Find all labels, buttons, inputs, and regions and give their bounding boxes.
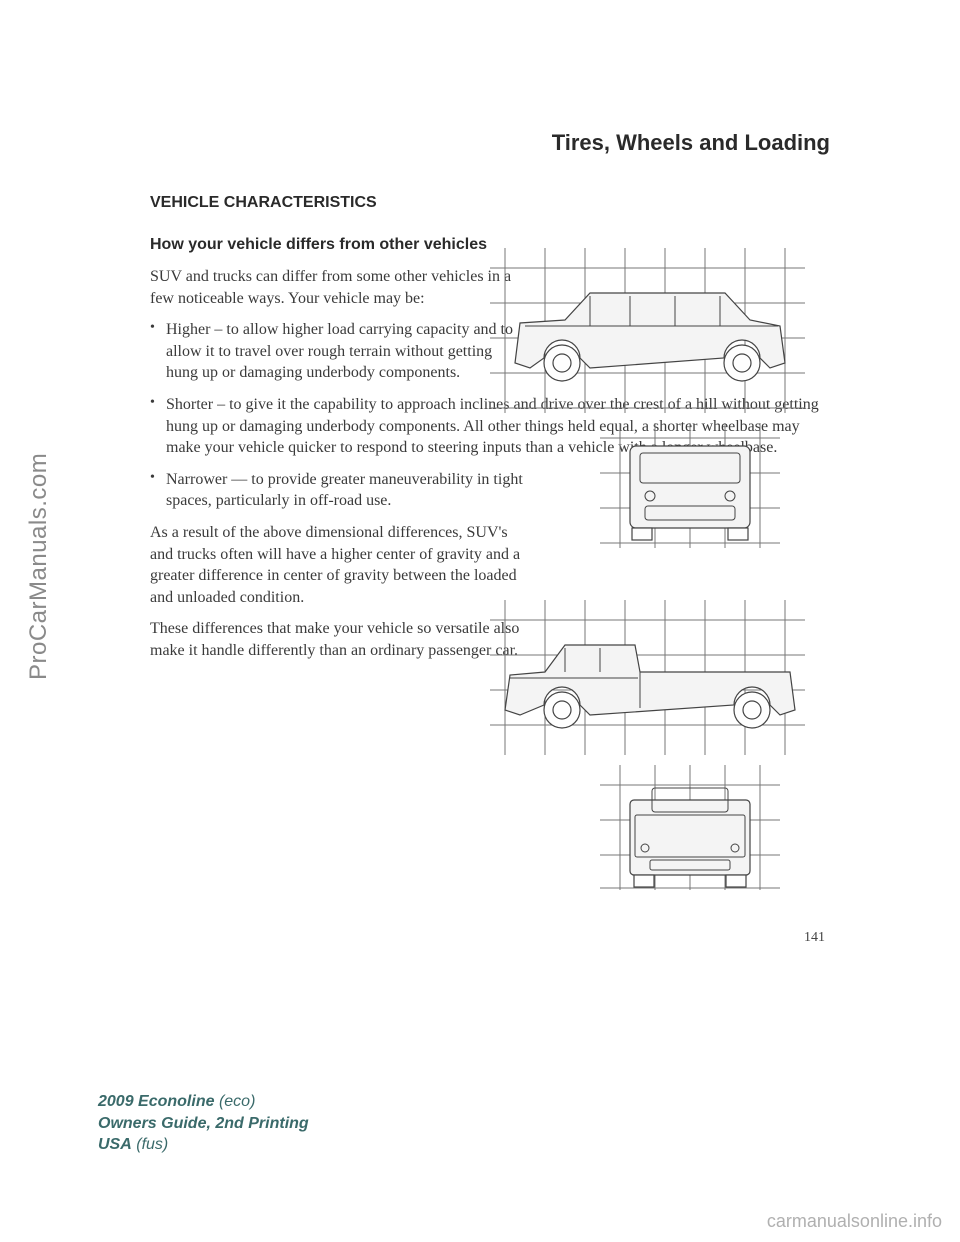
footer-block: 2009 Econoline (eco) Owners Guide, 2nd P… (98, 1091, 309, 1156)
suv-rear-icon (630, 446, 750, 540)
section-heading-1: VEHICLE CHARACTERISTICS (150, 194, 830, 212)
watermark-left: ProCarManuals.com (25, 453, 53, 680)
footer-model-code: (eco) (219, 1093, 255, 1110)
footer-guide: Owners Guide, 2nd Printing (98, 1113, 309, 1135)
paragraph: As a result of the above dimensional dif… (150, 522, 524, 608)
suv-illustration (490, 248, 820, 548)
paragraph: These differences that make your vehicle… (150, 618, 524, 661)
chapter-title: Tires, Wheels and Loading (150, 130, 830, 156)
footer-region: USA (98, 1136, 132, 1153)
truck-rear-icon (630, 788, 750, 887)
truck-illustration (490, 590, 820, 890)
intro-paragraph: SUV and trucks can differ from some othe… (150, 266, 524, 309)
footer-region-code: (fus) (136, 1136, 168, 1153)
truck-side-icon (505, 645, 795, 728)
list-item: Higher – to allow higher load carrying c… (150, 319, 524, 384)
watermark-bottom: carmanualsonline.info (767, 1211, 942, 1232)
page-number: 141 (804, 930, 825, 946)
list-item: Narrower — to provide greater maneuverab… (150, 469, 524, 512)
footer-model: 2009 Econoline (98, 1093, 215, 1110)
